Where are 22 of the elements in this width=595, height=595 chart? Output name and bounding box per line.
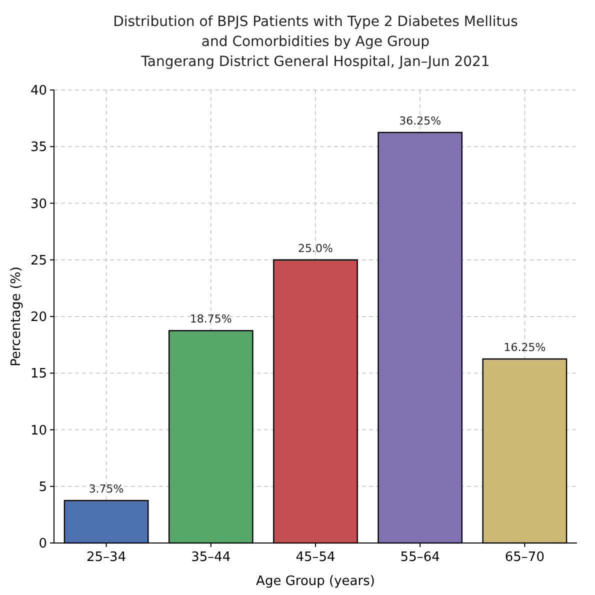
x-tick-label: 55–64 <box>400 550 440 565</box>
data-label: 16.25% <box>504 340 546 354</box>
x-tick-label: 35–44 <box>191 550 231 565</box>
y-tick-label: 20 <box>30 310 47 326</box>
y-tick-label: 0 <box>38 536 47 552</box>
data-label: 25.0% <box>298 242 333 255</box>
y-tick-label: 15 <box>30 366 47 382</box>
x-tick-label: 65–70 <box>504 550 544 565</box>
y-axis-title: Percentage (%) <box>9 266 24 366</box>
x-tick-label: 25–34 <box>86 550 126 565</box>
y-tick-label: 30 <box>30 196 47 212</box>
y-tick-label: 35 <box>30 140 47 156</box>
y-tick-label: 10 <box>30 423 47 438</box>
x-tick-label: 45–54 <box>296 550 336 565</box>
data-label: 3.75% <box>88 482 124 496</box>
y-tick-label: 5 <box>38 480 47 495</box>
y-tick-label: 40 <box>30 84 47 99</box>
x-axis-title: Age Group (years) <box>256 574 375 589</box>
data-label: 18.75% <box>190 312 232 326</box>
chart-title: Distribution of BPJS Patients with Type 2 Diabetes Mellitus and Comorbidities by Age Group Tangerang District General Hospital, Jan–Jun 2021 <box>113 14 518 70</box>
y-tick-label: 25 <box>30 253 47 268</box>
data-label: 36.25% <box>399 114 442 128</box>
